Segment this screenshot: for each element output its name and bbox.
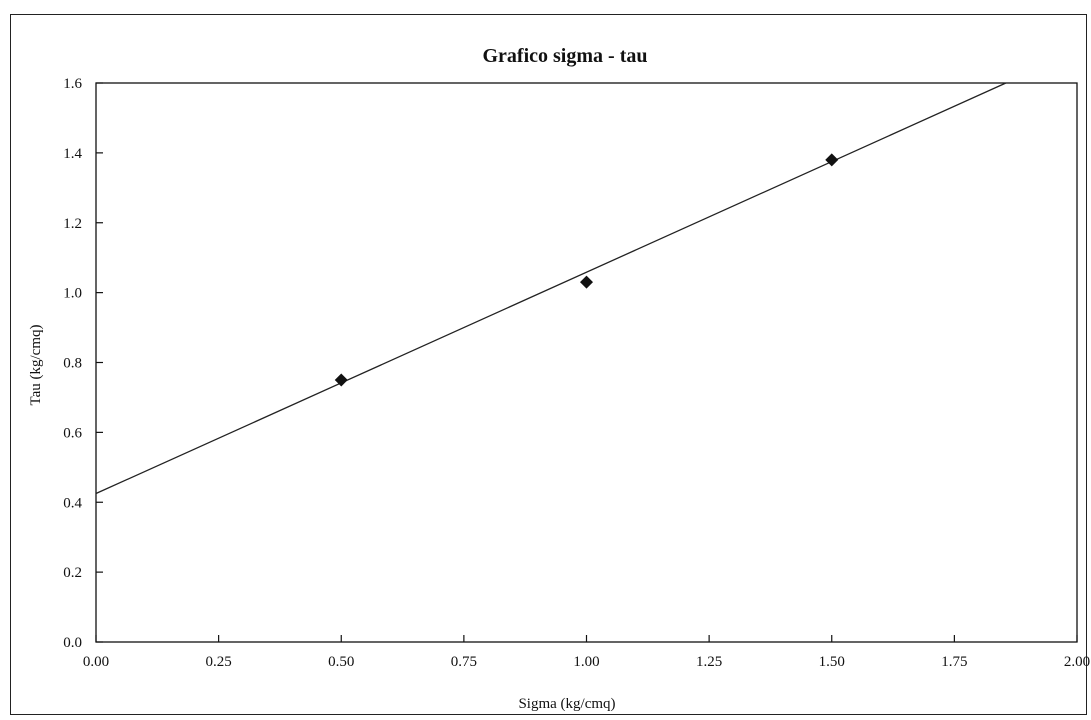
chart-frame: [10, 14, 1087, 715]
x-tick-label: 0.00: [83, 654, 109, 670]
data-point: [580, 275, 593, 289]
y-tick-label: 0.6: [63, 425, 82, 441]
y-tick-label: 0.2: [63, 565, 82, 581]
x-axis-label: Sigma (kg/cmq): [518, 696, 615, 712]
y-tick-label: 1.0: [63, 286, 82, 302]
x-tick-label: 1.75: [941, 654, 967, 670]
x-tick-label: 1.25: [696, 654, 722, 670]
y-tick-label: 0.0: [63, 635, 82, 651]
x-tick-label: 0.50: [328, 654, 354, 670]
y-tick-label: 0.4: [63, 495, 82, 511]
x-tick-label: 1.00: [573, 654, 599, 670]
trend-line: [95, 82, 1007, 495]
chart-title: Grafico sigma - tau: [483, 45, 648, 67]
x-tick-label: 0.25: [206, 654, 232, 670]
y-tick-label: 0.8: [63, 356, 82, 372]
data-point: [825, 153, 839, 167]
plot-border: [95, 82, 1078, 643]
data-point: [334, 373, 348, 387]
y-axis-label: Tau (kg/cmq): [28, 324, 44, 405]
plot-area: 0.00 0.25 0.50 0.75 1.00 1.25 1.50 1.75 2.00 0.0 0…: [63, 76, 1090, 670]
x-tick-label: 1.50: [819, 654, 845, 670]
y-tick-label: 1.4: [63, 146, 82, 162]
x-tick-label: 0.75: [451, 654, 477, 670]
x-tick-label: 2.00: [1064, 654, 1090, 670]
y-tick-label: 1.6: [63, 76, 82, 92]
y-tick-label: 1.2: [63, 216, 82, 232]
